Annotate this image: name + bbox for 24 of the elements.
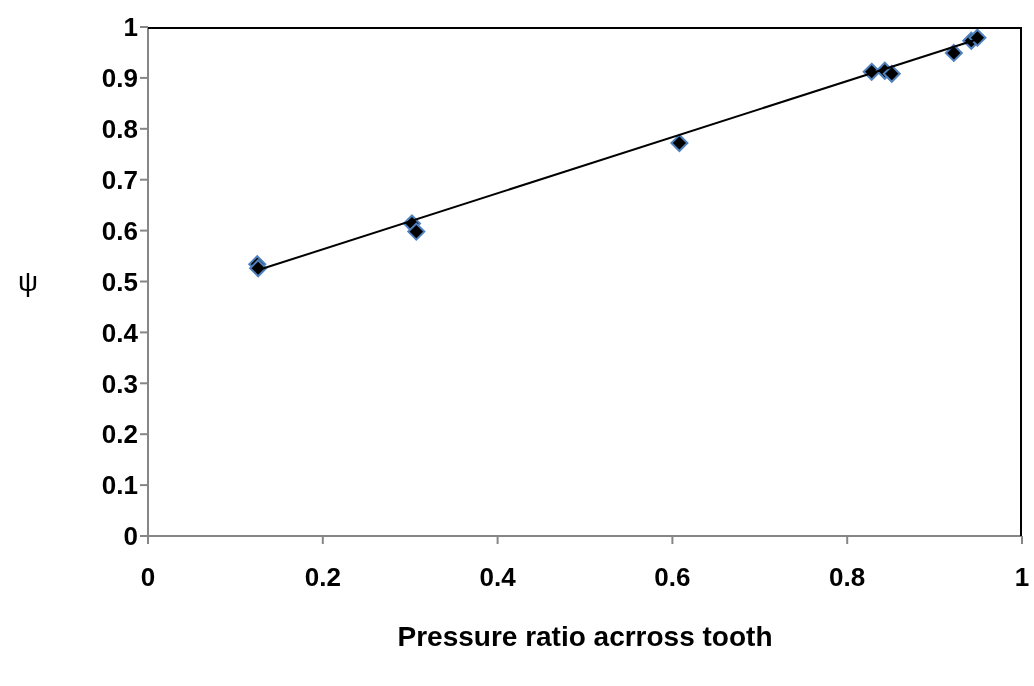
y-tick-label: 0.2 <box>101 419 138 450</box>
point <box>670 134 689 153</box>
y-tick-label: 0.3 <box>101 368 138 399</box>
y-tick-label: 0.6 <box>101 215 138 246</box>
y-axis-title: ψ <box>18 266 38 298</box>
y-tick-label: 0.9 <box>101 63 138 94</box>
x-tick-label: 0.4 <box>479 562 517 593</box>
y-tick-label: 0.4 <box>101 317 139 348</box>
x-tick-label: 1 <box>1014 562 1030 593</box>
x-tick-label: 0.8 <box>829 562 866 593</box>
y-tick-label: 1 <box>123 12 138 43</box>
point <box>249 259 268 278</box>
point <box>882 64 901 83</box>
x-axis-title: Pressure ratio acrross tooth <box>397 621 773 652</box>
y-tick-label: 0 <box>123 521 138 552</box>
point <box>944 43 963 62</box>
x-tick-label: 0.2 <box>304 562 341 593</box>
y-tick-label: 0.8 <box>101 114 138 145</box>
y-tick-label: 0.1 <box>101 470 138 501</box>
point <box>968 28 987 47</box>
point <box>407 222 426 241</box>
y-tick-label: 0.5 <box>101 266 138 297</box>
x-tick-label: 0.6 <box>654 562 691 593</box>
y-tick-label: 0.7 <box>101 164 138 195</box>
